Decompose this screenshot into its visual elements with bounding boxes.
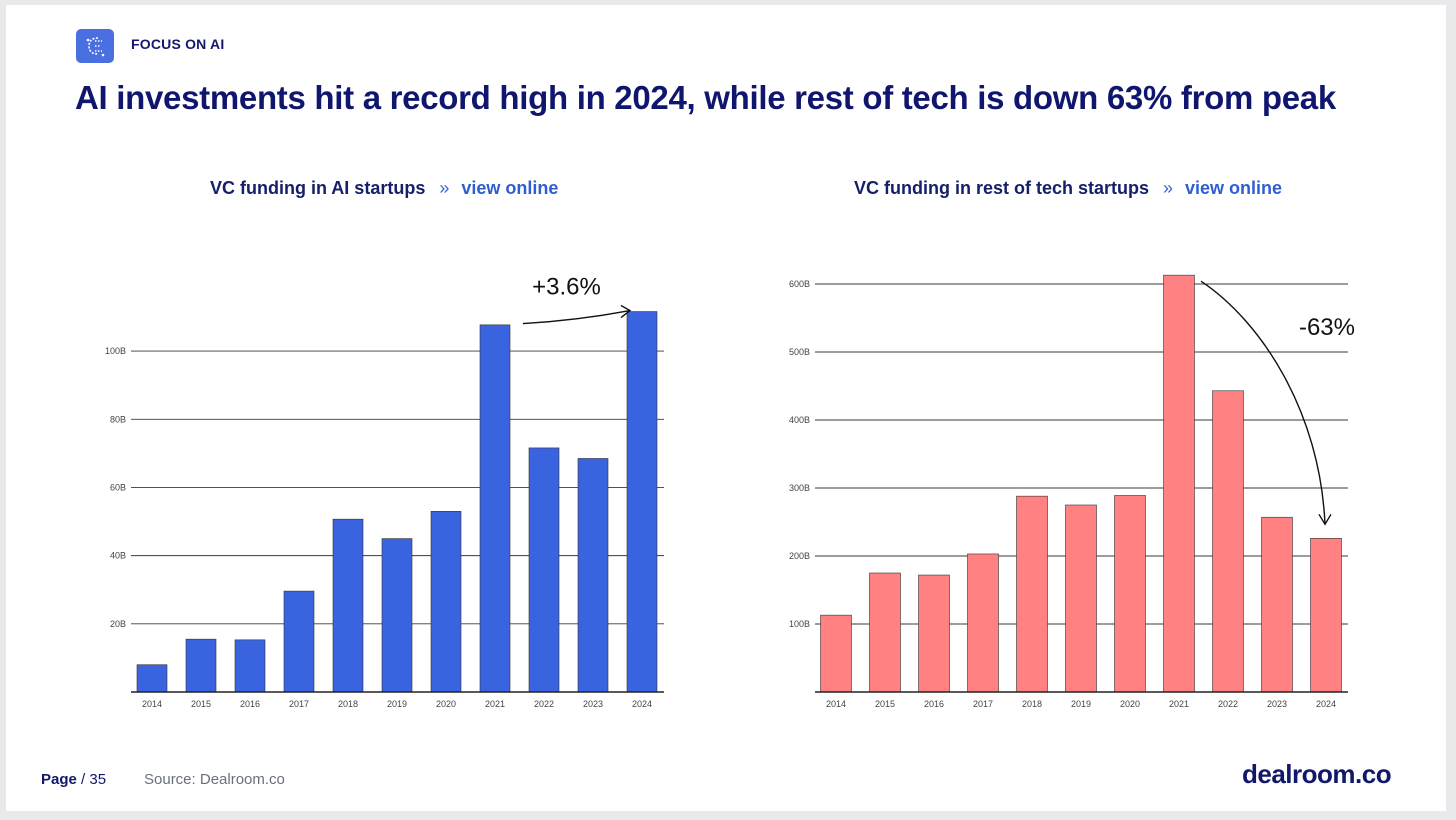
brand-logo: dealroom.co	[1242, 759, 1392, 789]
x-tick-label: 2020	[1120, 699, 1140, 709]
bar-2020	[430, 511, 462, 693]
bar-2015	[869, 572, 901, 693]
x-tick-label: 2014	[826, 699, 846, 709]
x-tick-label: 2015	[875, 699, 895, 709]
tech-view-online-link[interactable]: view online	[1185, 178, 1283, 198]
bar-2024	[626, 311, 658, 693]
bar-2019	[1065, 504, 1097, 693]
focus-logo-icon	[76, 29, 114, 63]
y-tick-label: 80B	[110, 414, 126, 424]
annotation-arrow	[522, 309, 631, 325]
y-tick-label: 500B	[789, 347, 810, 357]
x-tick-label: 2017	[973, 699, 993, 709]
x-tick-label: 2016	[924, 699, 944, 709]
x-tick-label: 2015	[191, 699, 211, 709]
bar-2021	[479, 324, 511, 693]
page-title: AI investments hit a record high in 2024…	[75, 79, 1336, 116]
tech-funding-chart: 100B 200B 300B 400B 500B 600B 2014 2015 2016 2017…	[789, 274, 1355, 709]
section-label: FOCUS ON AI	[131, 36, 225, 52]
chevron-right-icon: »	[439, 178, 450, 198]
annotation-arrow	[1200, 280, 1326, 525]
arrowhead-icon	[1318, 513, 1332, 526]
bar-2016	[918, 574, 950, 693]
y-tick-label: 40B	[110, 551, 126, 561]
annotation-label: -63%	[1299, 314, 1355, 341]
ai-chart-header: VC funding in AI startups » view online	[210, 178, 558, 199]
x-tick-label: 2016	[240, 699, 260, 709]
tech-chart-title: VC funding in rest of tech startups	[854, 178, 1150, 198]
bar-2024	[1310, 538, 1342, 693]
y-tick-label: 200B	[789, 551, 810, 561]
chevron-right-icon: »	[1163, 178, 1174, 198]
x-tick-label: 2020	[436, 699, 456, 709]
x-tick-label: 2021	[485, 699, 505, 709]
ai-view-online-link[interactable]: view online	[461, 178, 559, 198]
y-tick-label: 100B	[105, 346, 126, 356]
bar-2022	[528, 447, 560, 693]
x-tick-label: 2019	[1071, 699, 1091, 709]
bar-2021	[1163, 274, 1195, 693]
ai-chart-title: VC funding in AI startups	[210, 178, 426, 198]
source-note: Source: Dealroom.co	[144, 771, 285, 788]
y-tick-label: 100B	[789, 619, 810, 629]
bar-2018	[1016, 495, 1048, 693]
y-tick-label: 600B	[789, 279, 810, 289]
bar-2023	[577, 458, 609, 693]
bar-2016	[234, 639, 266, 693]
slide: FOCUS ON AI AI investments hit a record …	[6, 5, 1446, 811]
bar-2022	[1212, 390, 1244, 693]
bar-2023	[1261, 516, 1293, 693]
tech-chart-header: VC funding in rest of tech startups » view…	[854, 178, 1282, 199]
x-tick-label: 2017	[289, 699, 309, 709]
y-tick-label: 300B	[789, 483, 810, 493]
y-tick-label: 400B	[789, 415, 810, 425]
arrowhead-icon	[620, 304, 632, 319]
x-tick-label: 2018	[338, 699, 358, 709]
page-count: / 35	[81, 771, 107, 788]
x-tick-label: 2023	[1267, 699, 1287, 709]
y-tick-label: 60B	[110, 482, 126, 492]
ai-funding-chart: 20B 40B 60B 80B 100B 2014 2015 2016 2017 2018 2019…	[105, 274, 664, 709]
x-tick-label: 2018	[1022, 699, 1042, 709]
bar-2014	[136, 664, 168, 693]
page-indicator: Page / 35	[41, 771, 106, 788]
x-tick-label: 2022	[1218, 699, 1238, 709]
x-tick-label: 2023	[583, 699, 603, 709]
x-tick-label: 2021	[1169, 699, 1189, 709]
x-tick-label: 2024	[632, 699, 652, 709]
x-tick-label: 2024	[1316, 699, 1336, 709]
bar-2020	[1114, 495, 1146, 693]
bar-2019	[381, 538, 413, 693]
y-tick-label: 20B	[110, 619, 126, 629]
annotation-label: +3.6%	[532, 274, 601, 301]
page-label: Page	[41, 771, 77, 788]
x-tick-label: 2019	[387, 699, 407, 709]
x-tick-label: 2014	[142, 699, 162, 709]
x-tick-label: 2022	[534, 699, 554, 709]
bar-2017	[967, 553, 999, 693]
bar-2014	[820, 614, 852, 693]
